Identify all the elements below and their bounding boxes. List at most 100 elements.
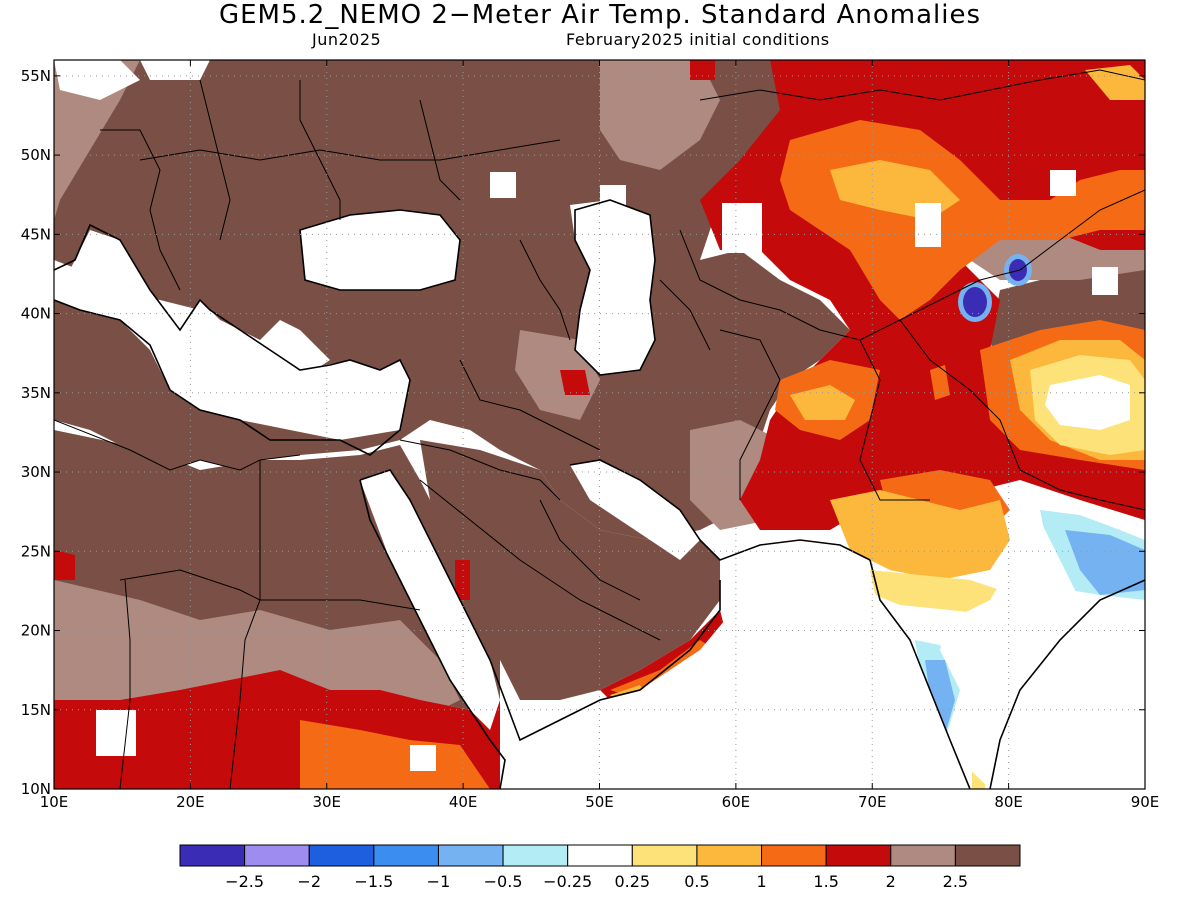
colorbar-swatch bbox=[696, 844, 763, 867]
anomaly-region-red bbox=[560, 370, 590, 395]
colorbar-label: 0.5 bbox=[684, 872, 709, 891]
sea-persian-gulf bbox=[570, 460, 700, 560]
lon-tick-label: 20E bbox=[176, 793, 205, 811]
colorbar-labels: −2.5 −2 −1.5 −1 −0.5 −0.25 0.25 0.5 1 1.5 2 2.5 bbox=[225, 872, 968, 891]
anomaly-region-brown-dark bbox=[420, 440, 720, 700]
chart-title: GEM5.2_NEMO 2−Meter Air Temp. Standard A… bbox=[218, 0, 982, 30]
coastline-red-sea-west bbox=[359, 479, 506, 789]
colorbar-swatch bbox=[179, 844, 246, 867]
axis-ticks bbox=[53, 60, 1146, 790]
colorbar-label: 2.5 bbox=[943, 872, 968, 891]
sea-arabian bbox=[500, 560, 970, 789]
sea-black bbox=[300, 210, 460, 290]
colorbar-label: 1 bbox=[756, 872, 766, 891]
colorbar-swatch bbox=[631, 844, 698, 867]
map-area bbox=[54, 60, 1145, 789]
colorbar-label: −0.25 bbox=[543, 872, 592, 891]
border bbox=[229, 460, 261, 789]
lon-tick-label: 50E bbox=[585, 793, 614, 811]
region-masked bbox=[490, 172, 516, 198]
colorbar-label: −1.5 bbox=[354, 872, 393, 891]
region-masked bbox=[1092, 267, 1118, 295]
lon-tick-label: 10E bbox=[40, 793, 69, 811]
lat-tick-label: 45N bbox=[21, 225, 51, 243]
anomaly-region-cold-mid bbox=[1065, 530, 1145, 595]
colorbar-label: 0.25 bbox=[614, 872, 650, 891]
region-masked bbox=[600, 185, 626, 211]
coastline-red-sea bbox=[359, 469, 721, 742]
colorbar-swatch bbox=[954, 844, 1021, 867]
anomaly-region-lightorange bbox=[1085, 65, 1145, 100]
colorbar-swatch bbox=[373, 844, 439, 867]
border bbox=[419, 99, 461, 201]
coastline-mediterranean bbox=[54, 223, 411, 456]
lon-tick-label: 80E bbox=[994, 793, 1023, 811]
anomaly-region-red bbox=[54, 550, 75, 580]
anomaly-region-neutral bbox=[1045, 375, 1130, 430]
anomaly-region-yellow bbox=[870, 570, 1000, 615]
colorbar-swatch bbox=[244, 844, 310, 867]
anomaly-region-brown-light bbox=[600, 60, 720, 170]
lat-tick-label: 25N bbox=[21, 542, 51, 560]
coastline-persian-gulf bbox=[569, 459, 871, 561]
anomaly-region-orange bbox=[930, 365, 950, 400]
region-masked bbox=[96, 710, 136, 756]
border bbox=[519, 239, 571, 341]
border bbox=[659, 279, 711, 351]
country-borders bbox=[54, 69, 1145, 789]
forecast-month: Jun2025 bbox=[312, 30, 382, 49]
colorbar-label: 2 bbox=[886, 872, 896, 891]
region-masked bbox=[722, 203, 762, 253]
anomaly-region-red bbox=[600, 610, 725, 700]
sea-red bbox=[360, 470, 500, 730]
colorbar-label: 1.5 bbox=[813, 872, 838, 891]
border bbox=[719, 329, 781, 500]
region-masked bbox=[410, 745, 436, 771]
anomaly-region-orange bbox=[300, 720, 490, 789]
coastline-india-east bbox=[989, 579, 1145, 789]
region-masked bbox=[54, 230, 330, 380]
anomaly-region-orange bbox=[610, 640, 715, 700]
coastline-caspian bbox=[574, 199, 656, 376]
colorbar-swatch bbox=[567, 844, 633, 867]
colorbar-swatch bbox=[308, 844, 375, 867]
anomaly-region-cold-mid bbox=[925, 660, 955, 735]
longitude-labels: 10E 20E 30E 40E 50E 60E 70E 80E 90E bbox=[40, 793, 1160, 811]
border bbox=[459, 359, 601, 451]
border bbox=[859, 189, 1145, 341]
region-india-neutral bbox=[940, 520, 1145, 789]
lat-tick-label: 50N bbox=[21, 146, 51, 164]
coastline-black-sea bbox=[299, 209, 461, 291]
lat-tick-label: 35N bbox=[21, 384, 51, 402]
border bbox=[419, 479, 661, 641]
sea-caspian bbox=[570, 200, 655, 375]
coastlines bbox=[54, 199, 1145, 789]
colorbar-swatch bbox=[890, 844, 956, 867]
colorbar-label: −2 bbox=[297, 872, 321, 891]
border bbox=[100, 129, 181, 291]
initial-conditions: February2025 initial conditions bbox=[566, 30, 830, 49]
lon-tick-label: 40E bbox=[449, 793, 478, 811]
anomaly-region-brown-light bbox=[54, 580, 460, 720]
border bbox=[539, 499, 641, 601]
colorbar-swatch bbox=[761, 844, 827, 867]
anomaly-region-brown-light bbox=[54, 60, 140, 220]
anomaly-region-red bbox=[690, 60, 715, 80]
colorbar-swatch bbox=[825, 844, 892, 867]
anomaly-region-lightorange bbox=[790, 385, 855, 420]
colorbar-label: −2.5 bbox=[225, 872, 264, 891]
border bbox=[679, 229, 821, 331]
lat-tick-label: 55N bbox=[21, 67, 51, 85]
anomaly-region-lightorange bbox=[830, 490, 1010, 580]
latitude-labels: 10N 15N 20N 25N 30N 35N 40N 45N 50N 55N bbox=[21, 67, 51, 798]
lon-tick-label: 60E bbox=[722, 793, 751, 811]
border bbox=[699, 69, 1145, 101]
region-masked bbox=[54, 60, 140, 100]
region-masked bbox=[1050, 170, 1076, 196]
anomaly-region-red bbox=[455, 560, 470, 600]
colorbar-label: −1 bbox=[427, 872, 451, 891]
border bbox=[899, 319, 1145, 511]
colorbar-swatch bbox=[437, 844, 504, 867]
lat-tick-label: 20N bbox=[21, 622, 51, 640]
